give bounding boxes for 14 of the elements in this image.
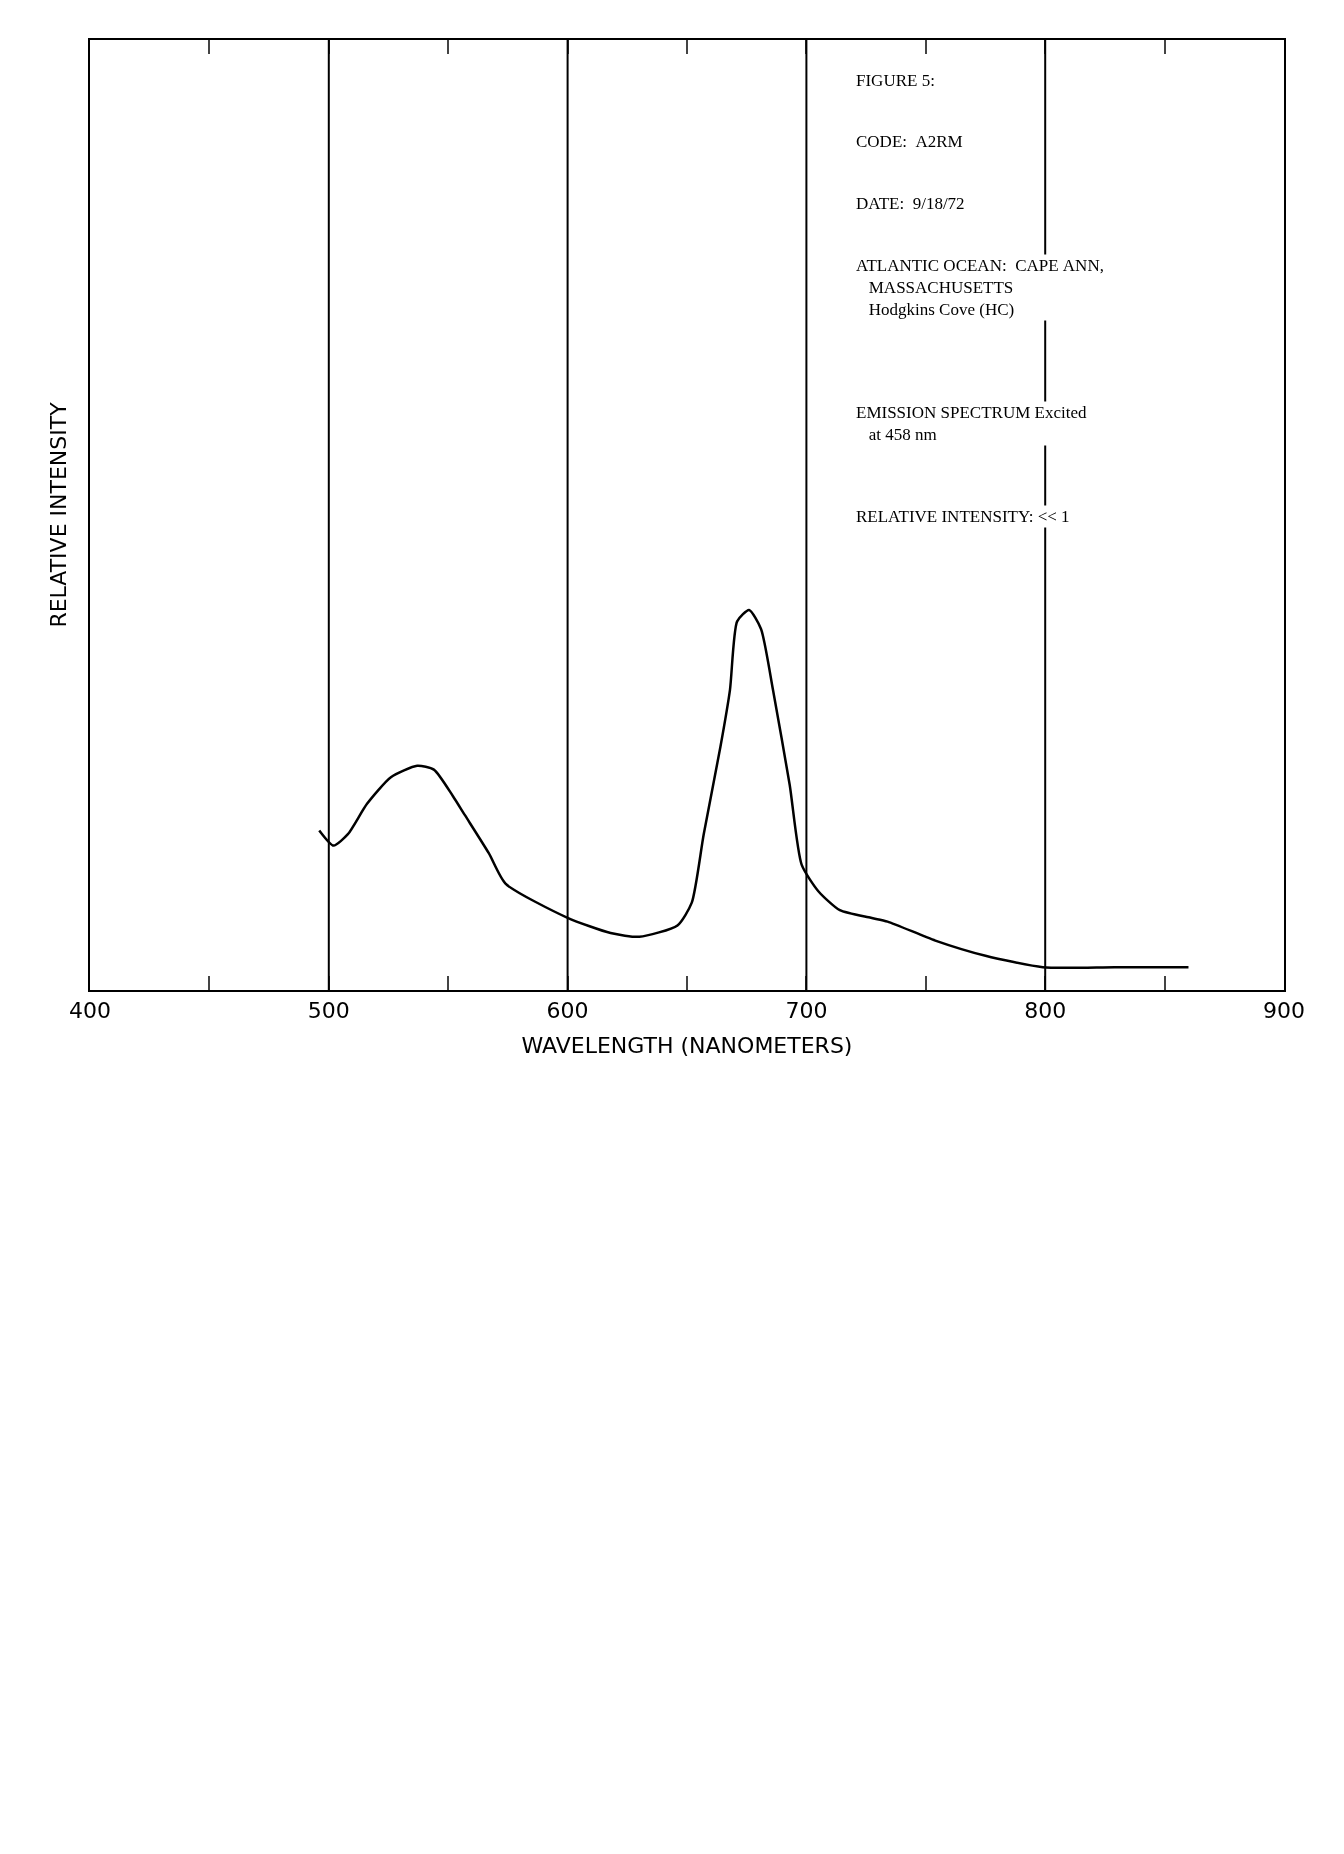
text: ATLANTIC OCEAN: CAPE ANN, MASSACHUSETTS Hodgkins Cove (HC) (856, 256, 1104, 320)
x-tick-label: 500 (307, 998, 350, 1024)
x-tick-label: 900 (1263, 998, 1305, 1024)
text: DATE: 9/18/72 (856, 194, 965, 213)
text: RELATIVE INTENSITY: << 1 (856, 507, 1070, 526)
x-axis-title: WAVELENGTH (NANOMETERS) (521, 1032, 853, 1058)
x-tick-label: 700 (785, 998, 828, 1024)
caption: FIGURE 5: (856, 71, 935, 90)
x-tick-label: 800 (1024, 998, 1067, 1024)
x-tick-label: 600 (546, 998, 589, 1024)
x-tick-label: 400 (69, 998, 111, 1024)
text: CODE: A2RM (856, 132, 963, 151)
text: EMISSION SPECTRUM Excited at 458 nm (856, 403, 1087, 445)
y-axis-title: RELATIVE INTENSITY (46, 401, 72, 628)
